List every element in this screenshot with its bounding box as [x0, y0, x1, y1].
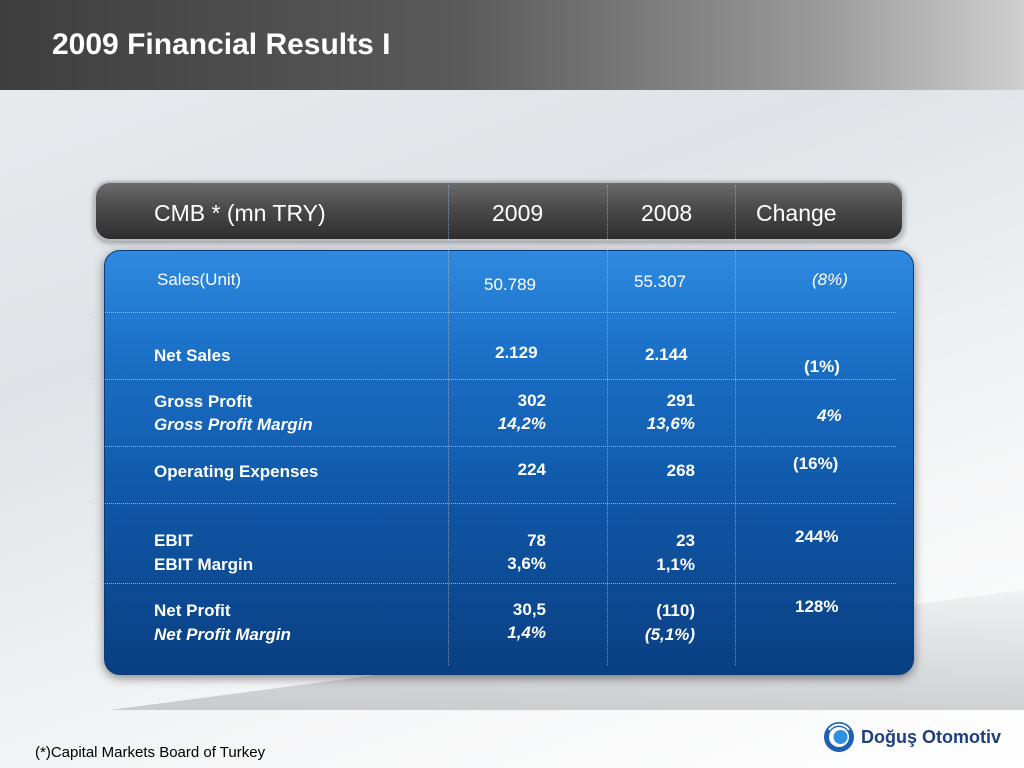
cell-gross-profit-change: 4%: [817, 406, 842, 425]
cell-sales-unit-2008: 55.307: [634, 272, 686, 291]
row-sublabel-net-profit-margin: Net Profit Margin: [154, 625, 291, 644]
cell-net-sales-2008: 2.144: [645, 345, 688, 364]
cell-ebit-margin-2009: 3,6%: [507, 554, 546, 573]
cell-gross-margin-2009: 14,2%: [497, 414, 546, 433]
row-label-operating-expenses: Operating Expenses: [154, 462, 319, 481]
cell-opex-change: (16%): [793, 454, 839, 473]
row-sublabel-ebit-margin: EBIT Margin: [154, 555, 254, 574]
cell-gross-profit-2008: 291: [666, 391, 695, 410]
results-panel: [104, 250, 914, 675]
cell-ebit-margin-2008: 1,1%: [656, 555, 695, 574]
row-sublabel-gross-profit-margin: Gross Profit Margin: [154, 415, 313, 434]
row-label-gross-profit: Gross Profit: [154, 392, 253, 411]
cell-ebit-2009: 78: [527, 531, 546, 550]
row-label-sales-unit: Sales(Unit): [157, 270, 242, 289]
header-metric: CMB * (mn TRY): [154, 200, 326, 226]
cell-net-profit-2009: 30,5: [512, 600, 546, 619]
column-divider: [448, 185, 449, 665]
column-divider: [607, 185, 608, 665]
table-header-bar: [94, 181, 904, 241]
cell-gross-profit-2009: 302: [517, 391, 546, 410]
header-2009: 2009: [492, 200, 544, 226]
slide-title: 2009 Financial Results I: [52, 28, 391, 61]
company-logo: Doğuş Otomotiv: [823, 720, 1001, 754]
cell-sales-unit-change: (8%): [812, 270, 848, 289]
row-label-net-sales: Net Sales: [154, 346, 231, 365]
cell-net-profit-margin-2008: (5,1%): [644, 625, 695, 644]
cell-net-profit-margin-2009: 1,4%: [507, 623, 546, 642]
header-2008: 2008: [641, 200, 693, 226]
cell-ebit-change: 244%: [795, 527, 839, 546]
logo-text: Doğuş Otomotiv: [861, 726, 1001, 747]
cell-opex-2009: 224: [517, 460, 546, 479]
row-divider: [92, 503, 896, 504]
cell-net-sales-2009: 2.129: [495, 343, 538, 362]
column-divider: [735, 185, 736, 665]
logo-emblem-icon: [824, 722, 854, 752]
row-label-ebit: EBIT: [154, 531, 193, 550]
row-divider: [92, 379, 896, 380]
cell-opex-2008: 268: [666, 461, 695, 480]
cell-sales-unit-2009: 50.789: [484, 275, 536, 294]
footnote: (*)Capital Markets Board of Turkey: [35, 744, 266, 761]
cell-ebit-2008: 23: [676, 531, 695, 550]
cell-net-profit-change: 128%: [795, 597, 839, 616]
header-change: Change: [756, 200, 837, 226]
cell-net-sales-change: (1%): [804, 357, 840, 376]
row-divider: [92, 583, 896, 584]
cell-net-profit-2008: (110): [656, 601, 695, 620]
cell-gross-margin-2008: 13,6%: [646, 414, 695, 433]
row-label-net-profit: Net Profit: [154, 601, 231, 620]
row-divider: [92, 312, 896, 313]
row-divider: [92, 446, 896, 447]
title-bar: [0, 0, 1024, 90]
